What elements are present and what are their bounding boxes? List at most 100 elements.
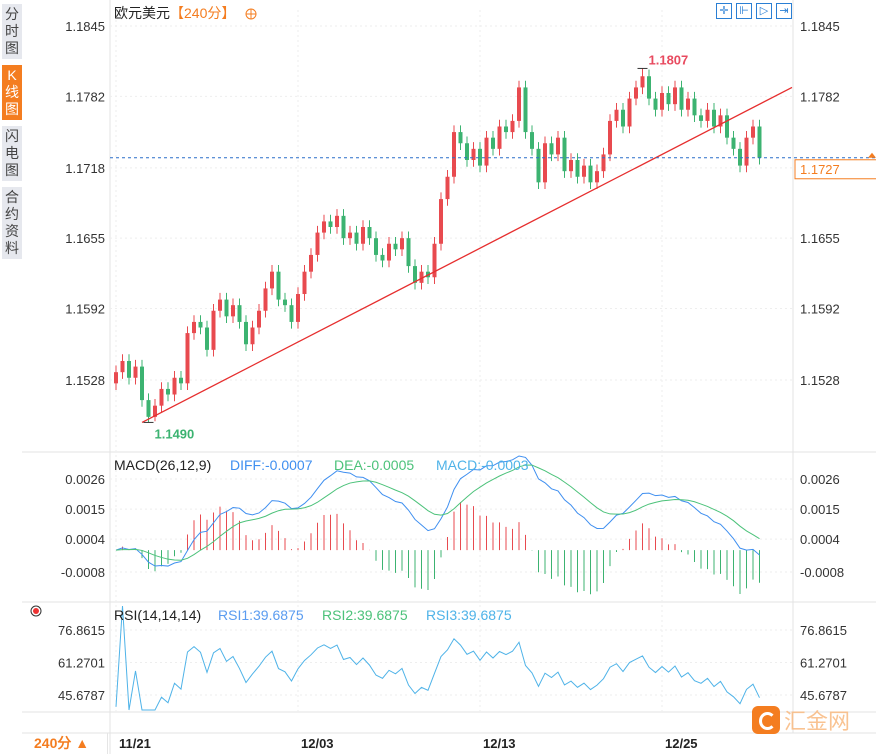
candle-body	[406, 238, 411, 267]
candle-body	[686, 98, 690, 110]
y-tick-right: 1.1592	[800, 302, 840, 317]
candle-body	[601, 154, 606, 172]
candle-body	[699, 115, 703, 121]
settings-sun-icon[interactable]	[30, 605, 42, 617]
tab-contract-info[interactable]: 合约资料	[2, 187, 22, 259]
candle-body	[595, 171, 599, 183]
candle-body	[556, 137, 560, 155]
last-price-box	[794, 159, 876, 180]
candle-body	[543, 143, 547, 183]
candle-body	[400, 238, 404, 250]
candle-body	[309, 254, 313, 272]
watermark-logo: 汇金网	[752, 704, 850, 736]
go-end-icon[interactable]: ⇥	[776, 3, 792, 19]
candle-body	[582, 165, 586, 177]
candle-body	[744, 137, 749, 166]
candle-body	[354, 232, 359, 244]
rsi1-label: RSI1:39.6875	[218, 607, 304, 623]
candle-body	[653, 98, 658, 110]
candle-body	[179, 377, 183, 384]
candle-body	[731, 137, 736, 149]
candle-body	[374, 238, 378, 255]
logo-text: 汇金网	[784, 709, 851, 734]
candle-body	[322, 221, 326, 233]
candle-body	[478, 148, 482, 166]
candle-body	[348, 232, 352, 239]
candle-body	[270, 271, 274, 289]
candle-body	[341, 215, 346, 239]
candle-body	[523, 87, 528, 133]
candle-body	[491, 137, 495, 149]
candle-body	[751, 126, 755, 138]
y-tick-left: 1.1782	[65, 89, 105, 104]
candle-body	[114, 372, 118, 384]
macd-y-tick-right: -0.0008	[800, 565, 844, 580]
rsi-y-tick-left: 76.8615	[58, 623, 105, 638]
candle-body	[263, 288, 268, 311]
candle-body	[419, 271, 424, 283]
x-tick-label: 12/03	[301, 736, 334, 751]
candle-body	[614, 109, 619, 121]
candle-body	[725, 115, 729, 138]
candle-body	[335, 215, 339, 228]
candle-body	[224, 299, 229, 317]
tab-kline[interactable]: K线图	[2, 65, 22, 120]
y-tick-left: 1.1528	[65, 373, 105, 388]
macd-y-tick-right: 0.0015	[800, 502, 840, 517]
candle-body	[640, 76, 645, 88]
candle-body	[718, 115, 723, 127]
candle-body	[146, 400, 151, 417]
candle-body	[484, 137, 489, 166]
rsi-y-tick-left: 45.6787	[58, 688, 105, 703]
candle-body	[465, 143, 469, 161]
candle-body	[166, 388, 170, 395]
candle-body	[497, 126, 502, 149]
candle-body	[634, 87, 638, 99]
diff-label: DIFF:-0.0007	[230, 457, 313, 473]
y-tick-left: 1.1592	[65, 302, 105, 317]
candle-body	[608, 120, 612, 155]
sun-ring	[30, 605, 42, 617]
play-icon[interactable]: ▷	[756, 3, 772, 19]
candle-body	[588, 165, 593, 183]
range-start-icon[interactable]: ⊩	[736, 3, 752, 19]
sun-core	[33, 608, 39, 614]
tab-flash[interactable]: 闪电图	[2, 126, 22, 181]
candle-body	[218, 299, 222, 311]
candle-body	[757, 126, 762, 158]
logo-icon	[752, 706, 780, 734]
dea-line	[115, 464, 760, 561]
candle-body	[536, 148, 541, 183]
candle-body	[504, 126, 508, 133]
circle-plus-icon-cross	[246, 9, 256, 19]
candle-body	[296, 294, 300, 322]
y-tick-right: 1.1845	[800, 19, 840, 34]
y-tick-left: 1.1845	[65, 19, 105, 34]
candle-body	[647, 76, 651, 99]
high-label: 1.1807	[649, 52, 689, 67]
y-tick-left: 1.1655	[65, 231, 105, 246]
candle-body	[562, 137, 567, 172]
candle-body	[302, 271, 307, 295]
candle-body	[452, 132, 456, 177]
candle-body	[627, 98, 632, 127]
candle-body	[458, 132, 463, 144]
period-button[interactable]: 240分 ▲	[24, 733, 108, 754]
y-tick-right: 1.1528	[800, 373, 840, 388]
candle-body	[510, 120, 515, 133]
macd-label: MACD:-0.0003	[436, 457, 529, 473]
candle-body	[445, 176, 450, 200]
rsi-line	[115, 605, 760, 711]
tab-timeshare[interactable]: 分时图	[2, 4, 22, 59]
crosshair-icon[interactable]: ✛	[716, 3, 732, 19]
chart-title: 欧元美元【240分】	[114, 5, 235, 21]
candle-body	[153, 405, 157, 417]
candle-body	[712, 109, 716, 127]
sidebar: 分时图 K线图 闪电图 合约资料	[0, 0, 22, 754]
rsi-y-tick-right: 45.6787	[800, 688, 847, 703]
dea-label: DEA:-0.0005	[334, 457, 414, 473]
candle-body	[192, 321, 196, 334]
candle-body	[660, 93, 664, 110]
candle-body	[198, 321, 203, 328]
